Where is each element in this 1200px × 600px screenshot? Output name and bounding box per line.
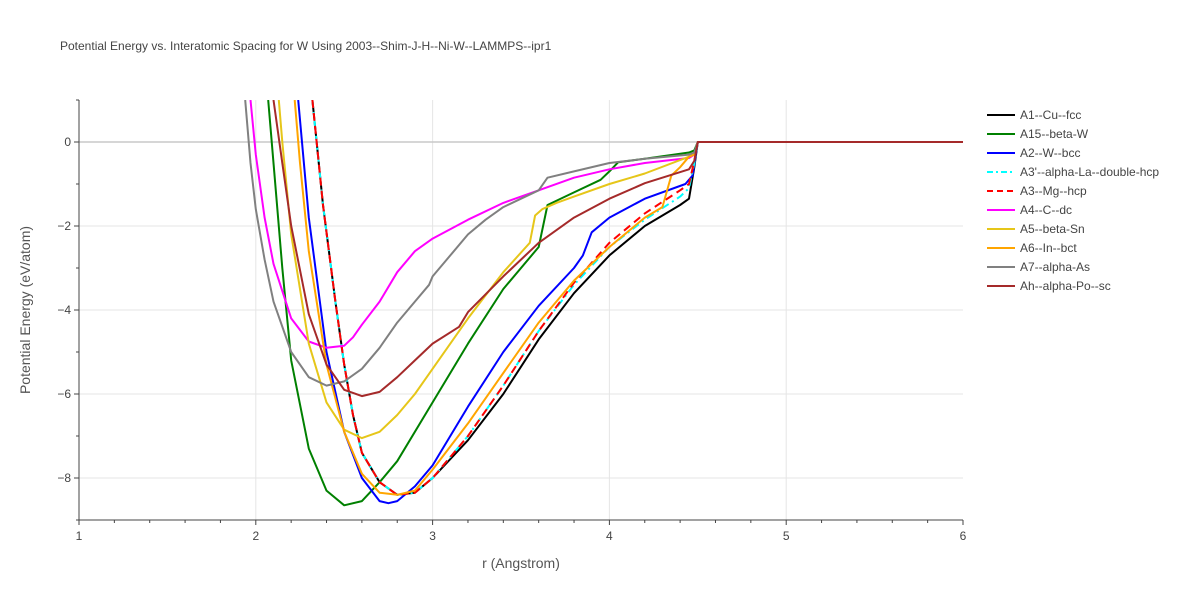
x-tick-label: 1 [76,529,83,543]
legend-item[interactable]: A3--Mg--hcp [987,184,1087,198]
x-tick-label: 2 [252,529,259,543]
y-axis-title: Potential Energy (eV/atom) [17,226,33,394]
legend-item[interactable]: A7--alpha-As [987,260,1090,274]
series-line-1 [267,100,963,507]
x-tick-label: 6 [960,529,967,543]
y-tick-label: 0 [64,135,71,149]
legend-item[interactable]: Ah--alpha-Po--sc [987,279,1111,293]
legend-label: A1--Cu--fcc [1020,108,1081,122]
series-lines [244,100,963,507]
series-line-6 [277,100,963,440]
legend-item[interactable]: A3'--alpha-La--double-hcp [987,165,1159,179]
x-tick-label: 5 [783,529,790,543]
legend-item[interactable]: A5--beta-Sn [987,222,1085,236]
y-tick-label: −2 [57,219,71,233]
grid [79,100,963,520]
legend-label: A5--beta-Sn [1020,222,1085,236]
legend-label: A15--beta-W [1020,127,1089,141]
legend-label: A3--Mg--hcp [1020,184,1087,198]
series-line-5 [249,100,963,349]
x-tick-label: 4 [606,529,613,543]
y-tick-label: −8 [57,471,71,485]
x-axis-title: r (Angstrom) [482,555,560,571]
legend[interactable]: A1--Cu--fcc A15--beta-W A2--W--bcc A3'--alp… [987,108,1159,293]
tick-labels: 1 2 3 4 5 6 −8 −6 −4 −2 0 [57,135,966,543]
legend-item[interactable]: A2--W--bcc [987,146,1080,160]
x-tick-label: 3 [429,529,436,543]
y-tick-label: −4 [57,303,71,317]
legend-label: Ah--alpha-Po--sc [1020,279,1111,293]
legend-label: A2--W--bcc [1020,146,1080,160]
y-tick-label: −6 [57,387,71,401]
legend-item[interactable]: A1--Cu--fcc [987,108,1081,122]
series-line-7 [293,100,963,496]
legend-item[interactable]: A15--beta-W [987,127,1089,141]
legend-label: A3'--alpha-La--double-hcp [1020,165,1159,179]
legend-item[interactable]: A6--In--bct [987,241,1077,255]
legend-item[interactable]: A4--C--dc [987,203,1072,217]
series-line-9 [272,100,963,398]
legend-label: A4--C--dc [1020,203,1072,217]
legend-label: A7--alpha-As [1020,260,1090,274]
axes [74,99,964,525]
chart-title: Potential Energy vs. Interatomic Spacing… [60,39,552,53]
legend-label: A6--In--bct [1020,241,1077,255]
series-line-8 [244,100,963,387]
series-line-4 [311,100,963,496]
